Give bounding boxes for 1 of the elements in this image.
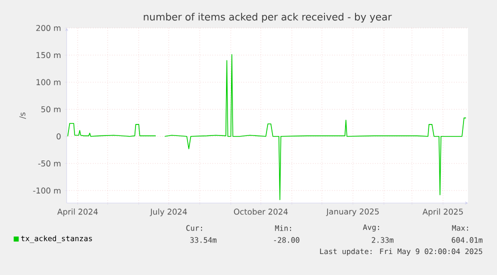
chart-title: number of items acked per ack received - by year [144, 12, 392, 23]
